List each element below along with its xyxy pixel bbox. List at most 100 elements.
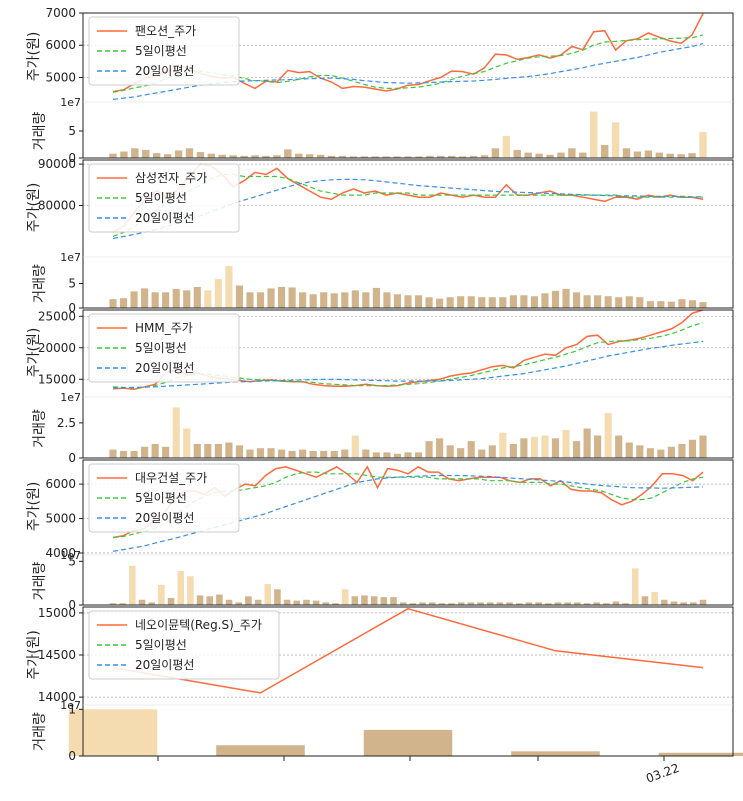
- volume-bar: [467, 441, 475, 458]
- volume-bar: [625, 296, 633, 308]
- volume-bar: [477, 602, 484, 605]
- volume-bar: [520, 438, 528, 458]
- axes-frame: [82, 309, 734, 459]
- volume-bar: [273, 155, 281, 158]
- y-axis-label: 주가(원): [26, 183, 42, 233]
- volume-bar: [667, 301, 675, 308]
- legend-label: 20일이평선: [135, 211, 194, 225]
- volume-bar: [174, 150, 183, 158]
- volume-bar: [446, 445, 454, 458]
- y-axis-label: 거래량: [32, 264, 48, 303]
- volume-bar: [109, 153, 117, 158]
- volume-bar: [611, 122, 620, 158]
- legend-box: [88, 163, 240, 233]
- volume-bar: [583, 295, 591, 308]
- axes-frame: [82, 159, 734, 309]
- volume-bar: [480, 155, 489, 158]
- volume-bar: [564, 602, 571, 605]
- volume-bar: [177, 570, 184, 605]
- legend-label: 삼성전자_주가: [135, 171, 207, 185]
- volume-bar: [316, 154, 325, 158]
- volume-bar: [254, 599, 262, 605]
- volume-bar: [419, 602, 426, 605]
- volume-bar: [390, 597, 397, 605]
- volume-bar: [604, 413, 612, 458]
- volume-bar: [478, 449, 486, 458]
- volume-bar: [414, 452, 423, 458]
- volume-bar: [467, 296, 475, 308]
- volume-bar: [636, 445, 644, 458]
- series-line: [112, 178, 703, 240]
- volume-bar: [151, 443, 159, 458]
- volume-bar: [235, 445, 244, 458]
- y-tick-label: 0: [68, 749, 76, 763]
- volume-bar: [409, 603, 417, 605]
- volume-bar: [436, 298, 444, 308]
- volume-bar: [262, 155, 270, 158]
- scale-label: 1e7: [60, 251, 81, 264]
- y-tick-label: 1: [68, 702, 76, 716]
- volume-bar: [486, 602, 494, 605]
- volume-bar: [680, 602, 687, 605]
- volume-bar: [699, 302, 707, 308]
- legend-label: 5일이평선: [135, 491, 187, 505]
- series-line: [112, 340, 704, 389]
- legend-label: 20일이평선: [135, 658, 194, 672]
- volume-bar: [299, 292, 307, 308]
- legend-label: 20일이평선: [135, 511, 194, 525]
- volume-bar: [499, 297, 507, 308]
- volume-bar: [193, 443, 201, 458]
- volume-bar: [162, 446, 170, 458]
- volume-bar: [288, 450, 296, 458]
- y-tick-label: 0: [68, 598, 76, 612]
- volume-bar: [568, 148, 576, 158]
- volume-bar: [361, 595, 368, 605]
- volume-bar: [541, 293, 549, 308]
- y-tick-label: 14000: [38, 690, 76, 704]
- volume-bar: [204, 443, 212, 458]
- volume-bar: [327, 155, 336, 158]
- volume-bar: [322, 602, 330, 605]
- volume-bar: [216, 745, 305, 756]
- volume-bar: [458, 156, 467, 158]
- y-tick-label: 15000: [38, 606, 76, 620]
- axes-frame: [82, 12, 734, 159]
- volume-bar: [216, 594, 223, 605]
- volume-bar: [515, 603, 523, 605]
- volume-bar: [688, 300, 697, 308]
- volume-bar: [551, 290, 560, 308]
- y-axis-label: 주가(원): [26, 482, 42, 532]
- volume-bar: [457, 448, 465, 458]
- volume-bar: [651, 591, 658, 605]
- volume-bar: [447, 155, 456, 158]
- y-tick-label: 20000: [38, 341, 76, 355]
- volume-bar: [163, 154, 172, 158]
- y-tick-label: 6000: [45, 477, 76, 491]
- volume-bar: [646, 448, 654, 458]
- y-tick-label: 90000: [38, 157, 76, 171]
- y-tick-label: 14500: [38, 648, 76, 662]
- volume-bar: [341, 449, 349, 458]
- volume-bar: [218, 154, 226, 158]
- volume-bar: [594, 295, 602, 308]
- volume-bar: [341, 589, 349, 605]
- volume-bar: [172, 288, 180, 308]
- y-tick-label: 5000: [45, 512, 76, 526]
- volume-bar: [225, 265, 233, 308]
- y-tick-label: 5: [68, 277, 76, 291]
- volume-bar: [206, 596, 214, 605]
- volume-bar: [554, 602, 562, 605]
- volume-bar: [633, 151, 642, 158]
- volume-bar: [699, 435, 707, 458]
- volume-bar: [551, 438, 560, 458]
- volume-bar: [207, 153, 216, 158]
- volume-bar: [142, 149, 150, 158]
- volume-bar: [457, 296, 465, 308]
- volume-bar: [283, 599, 291, 605]
- volume-bar: [690, 602, 697, 605]
- volume-bar: [612, 601, 620, 605]
- volume-bar: [119, 603, 126, 605]
- volume-bar: [274, 589, 281, 605]
